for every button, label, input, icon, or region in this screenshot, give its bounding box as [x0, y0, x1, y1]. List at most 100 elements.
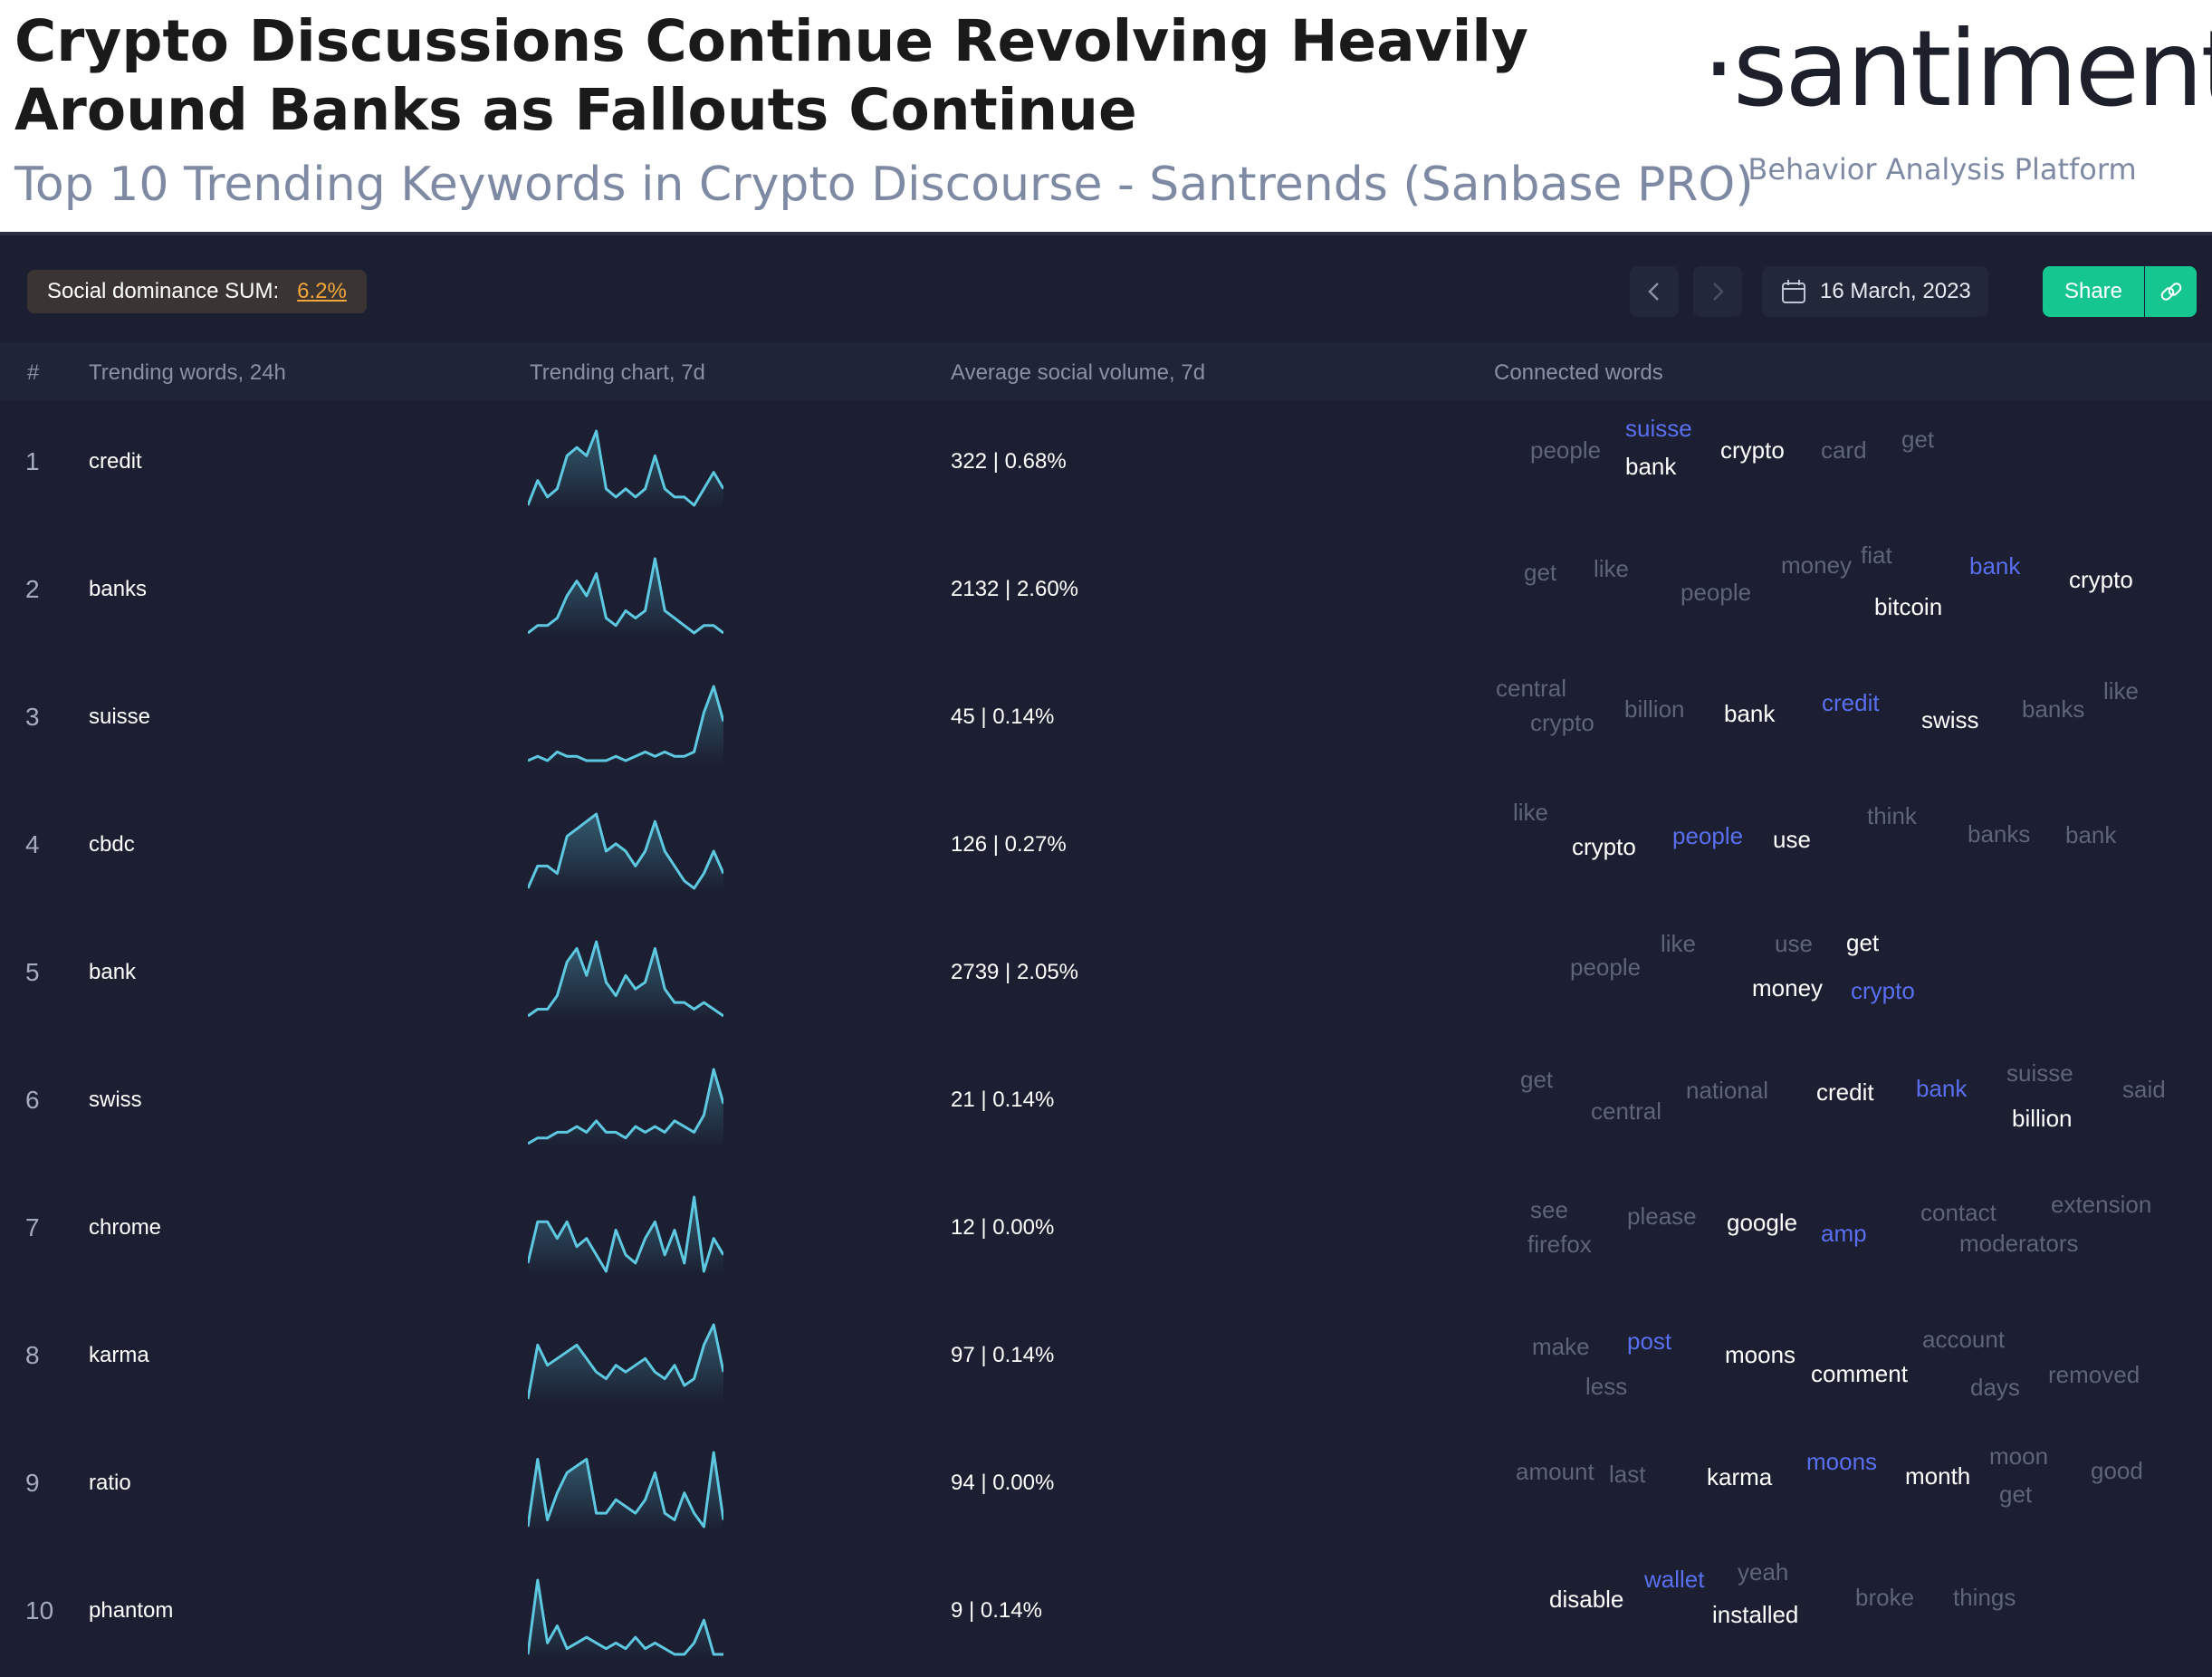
connected-word[interactable]: moons	[1806, 1448, 1878, 1475]
connected-word[interactable]: make	[1532, 1333, 1590, 1360]
trending-word-link[interactable]: swiss	[89, 1088, 142, 1112]
connected-word[interactable]: removed	[2048, 1361, 2140, 1388]
connected-word[interactable]: crypto	[1530, 709, 1594, 736]
connected-word[interactable]: things	[1953, 1584, 2016, 1611]
connected-word[interactable]: like	[2103, 677, 2140, 704]
trending-word-link[interactable]: phantom	[89, 1598, 174, 1623]
connected-word[interactable]: said	[2122, 1076, 2166, 1103]
connected-word[interactable]: month	[1905, 1462, 1971, 1490]
connected-word[interactable]: crypto	[1851, 977, 1915, 1004]
connected-word[interactable]: days	[1970, 1374, 2020, 1401]
connected-word[interactable]: people	[1672, 822, 1744, 849]
connected-word[interactable]: see	[1530, 1196, 1568, 1223]
connected-word[interactable]: good	[2091, 1457, 2143, 1484]
connected-word[interactable]: swiss	[1921, 706, 1979, 733]
trending-word-link[interactable]: credit	[89, 449, 142, 474]
connected-word[interactable]: billion	[1624, 695, 1685, 723]
connected-word[interactable]: banks	[2022, 695, 2085, 723]
connected-word[interactable]: less	[1585, 1373, 1628, 1400]
connected-word[interactable]: wallet	[1644, 1566, 1705, 1593]
average-social-volume: 2132 | 2.60%	[951, 577, 1079, 601]
connected-word[interactable]: get	[1999, 1481, 2033, 1508]
connected-word[interactable]: bank	[1969, 552, 2021, 580]
connected-word[interactable]: bank	[1625, 453, 1677, 480]
table-row[interactable]: 10 phantom 9 | 0.14% disable wallet installed…	[0, 1549, 2212, 1677]
table-row[interactable]: 5 bank 2739 | 2.05% people like use get money cr…	[0, 911, 2212, 1039]
connected-word[interactable]: card	[1821, 436, 1867, 464]
connected-word[interactable]: billion	[2012, 1105, 2073, 1132]
connected-word[interactable]: google	[1727, 1209, 1798, 1236]
connected-word[interactable]: account	[1922, 1326, 2006, 1353]
connected-word[interactable]: credit	[1822, 689, 1880, 716]
trending-word-link[interactable]: suisse	[89, 704, 151, 729]
connected-word[interactable]: use	[1775, 930, 1813, 957]
table-row[interactable]: 8 karma 97 | 0.14% make less post moons comment…	[0, 1294, 2212, 1422]
table-row[interactable]: 2 banks 2132 | 2.60% get like people money fiat…	[0, 528, 2212, 656]
connected-word[interactable]: extension	[2051, 1191, 2152, 1218]
connected-word[interactable]: bank	[2065, 821, 2117, 848]
connected-word[interactable]: comment	[1811, 1360, 1908, 1387]
connected-word[interactable]: get	[1846, 929, 1880, 956]
connected-word[interactable]: think	[1867, 802, 1917, 829]
social-dominance-value[interactable]: 6.2%	[297, 279, 347, 303]
table-row[interactable]: 4 cbdc 126 | 0.27% like crypto people use think…	[0, 783, 2212, 911]
connected-word[interactable]: post	[1627, 1327, 1672, 1355]
previous-day-button[interactable]	[1630, 266, 1679, 317]
connected-word[interactable]: get	[1520, 1066, 1554, 1093]
connected-word[interactable]: moons	[1725, 1341, 1796, 1368]
connected-word[interactable]: amount	[1516, 1458, 1594, 1485]
connected-word[interactable]: central	[1591, 1097, 1662, 1125]
connected-word[interactable]: suisse	[1625, 415, 1692, 442]
connected-word[interactable]: fiat	[1861, 541, 1892, 569]
connected-word[interactable]: amp	[1821, 1220, 1867, 1247]
connected-word[interactable]: karma	[1707, 1463, 1773, 1490]
date-picker-button[interactable]: 16 March, 2023	[1762, 266, 1988, 317]
connected-word[interactable]: bank	[1724, 700, 1776, 727]
connected-word[interactable]: disable	[1549, 1586, 1624, 1613]
table-row[interactable]: 3 suisse 45 | 0.14% central crypto billion ban…	[0, 656, 2212, 783]
connected-word[interactable]: installed	[1712, 1601, 1799, 1628]
connected-word[interactable]: crypto	[1572, 833, 1636, 860]
connected-word[interactable]: yeah	[1738, 1558, 1789, 1586]
connected-word[interactable]: money	[1781, 551, 1853, 579]
connected-word[interactable]: bitcoin	[1874, 593, 1943, 620]
connected-word[interactable]: get	[1901, 426, 1935, 453]
connected-word[interactable]: please	[1627, 1203, 1697, 1230]
connected-word[interactable]: like	[1661, 930, 1697, 957]
trending-word-link[interactable]: cbdc	[89, 832, 135, 857]
connected-word[interactable]: moon	[1989, 1442, 2049, 1470]
copy-link-button[interactable]	[2145, 266, 2197, 317]
trending-word-link[interactable]: karma	[89, 1343, 149, 1367]
connected-word[interactable]: credit	[1816, 1078, 1874, 1106]
connected-word[interactable]: crypto	[2069, 566, 2133, 593]
share-button[interactable]: Share	[2043, 266, 2144, 317]
next-day-button[interactable]	[1693, 266, 1742, 317]
connected-word[interactable]: people	[1570, 953, 1642, 981]
table-row[interactable]: 7 chrome 12 | 0.00% see firefox please google a…	[0, 1166, 2212, 1294]
trending-word-link[interactable]: bank	[89, 960, 137, 984]
table-row[interactable]: 1 credit 322 | 0.68% people suisse bank crypto…	[0, 400, 2212, 528]
table-row[interactable]: 9 ratio 94 | 0.00% amount last karma moons mont…	[0, 1422, 2212, 1549]
connected-word[interactable]: suisse	[2006, 1059, 2073, 1087]
connected-word[interactable]: get	[1524, 559, 1557, 586]
connected-word[interactable]: people	[1530, 436, 1602, 464]
connected-word[interactable]: broke	[1855, 1584, 1915, 1611]
trending-word-link[interactable]: chrome	[89, 1215, 162, 1240]
connected-word[interactable]: last	[1609, 1461, 1646, 1488]
connected-word[interactable]: use	[1773, 826, 1811, 853]
connected-word[interactable]: people	[1681, 579, 1752, 606]
connected-word[interactable]: like	[1513, 799, 1549, 826]
connected-word[interactable]: money	[1752, 974, 1824, 1001]
connected-word[interactable]: contact	[1920, 1199, 1997, 1226]
trending-word-link[interactable]: ratio	[89, 1471, 131, 1495]
connected-word[interactable]: moderators	[1959, 1230, 2079, 1257]
trending-word-link[interactable]: banks	[89, 577, 148, 601]
connected-word[interactable]: banks	[1968, 820, 2031, 848]
connected-word[interactable]: firefox	[1527, 1231, 1592, 1258]
connected-word[interactable]: bank	[1916, 1075, 1968, 1102]
connected-word[interactable]: like	[1594, 555, 1630, 582]
table-row[interactable]: 6 swiss 21 | 0.14% get central national credit…	[0, 1039, 2212, 1166]
connected-word[interactable]: national	[1686, 1077, 1769, 1104]
connected-word[interactable]: central	[1496, 675, 1567, 702]
connected-word[interactable]: crypto	[1720, 436, 1785, 464]
